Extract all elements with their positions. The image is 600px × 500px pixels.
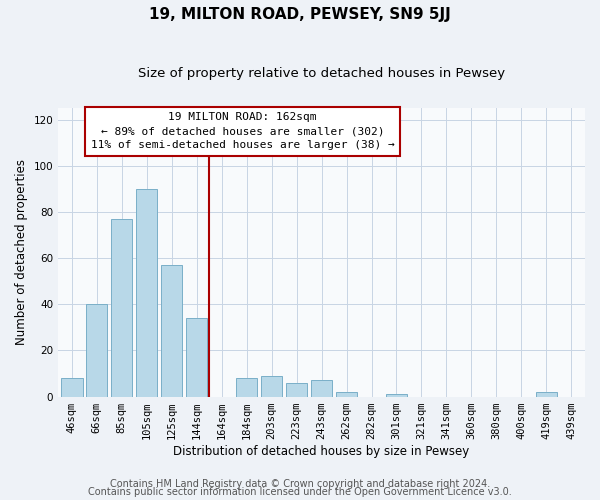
Y-axis label: Number of detached properties: Number of detached properties [15, 160, 28, 346]
Bar [161, 265, 182, 396]
Bar [61, 378, 83, 396]
Title: Size of property relative to detached houses in Pewsey: Size of property relative to detached ho… [138, 68, 505, 80]
Bar [386, 394, 407, 396]
Bar [236, 378, 257, 396]
Bar [111, 219, 133, 396]
Bar [86, 304, 107, 396]
Bar [136, 189, 157, 396]
Bar [336, 392, 357, 396]
Bar [311, 380, 332, 396]
Text: Contains public sector information licensed under the Open Government Licence v3: Contains public sector information licen… [88, 487, 512, 497]
X-axis label: Distribution of detached houses by size in Pewsey: Distribution of detached houses by size … [173, 444, 470, 458]
Bar [261, 376, 282, 396]
Text: Contains HM Land Registry data © Crown copyright and database right 2024.: Contains HM Land Registry data © Crown c… [110, 479, 490, 489]
Text: 19, MILTON ROAD, PEWSEY, SN9 5JJ: 19, MILTON ROAD, PEWSEY, SN9 5JJ [149, 8, 451, 22]
Bar [186, 318, 208, 396]
Text: 19 MILTON ROAD: 162sqm
← 89% of detached houses are smaller (302)
11% of semi-de: 19 MILTON ROAD: 162sqm ← 89% of detached… [91, 112, 394, 150]
Bar [536, 392, 557, 396]
Bar [286, 382, 307, 396]
